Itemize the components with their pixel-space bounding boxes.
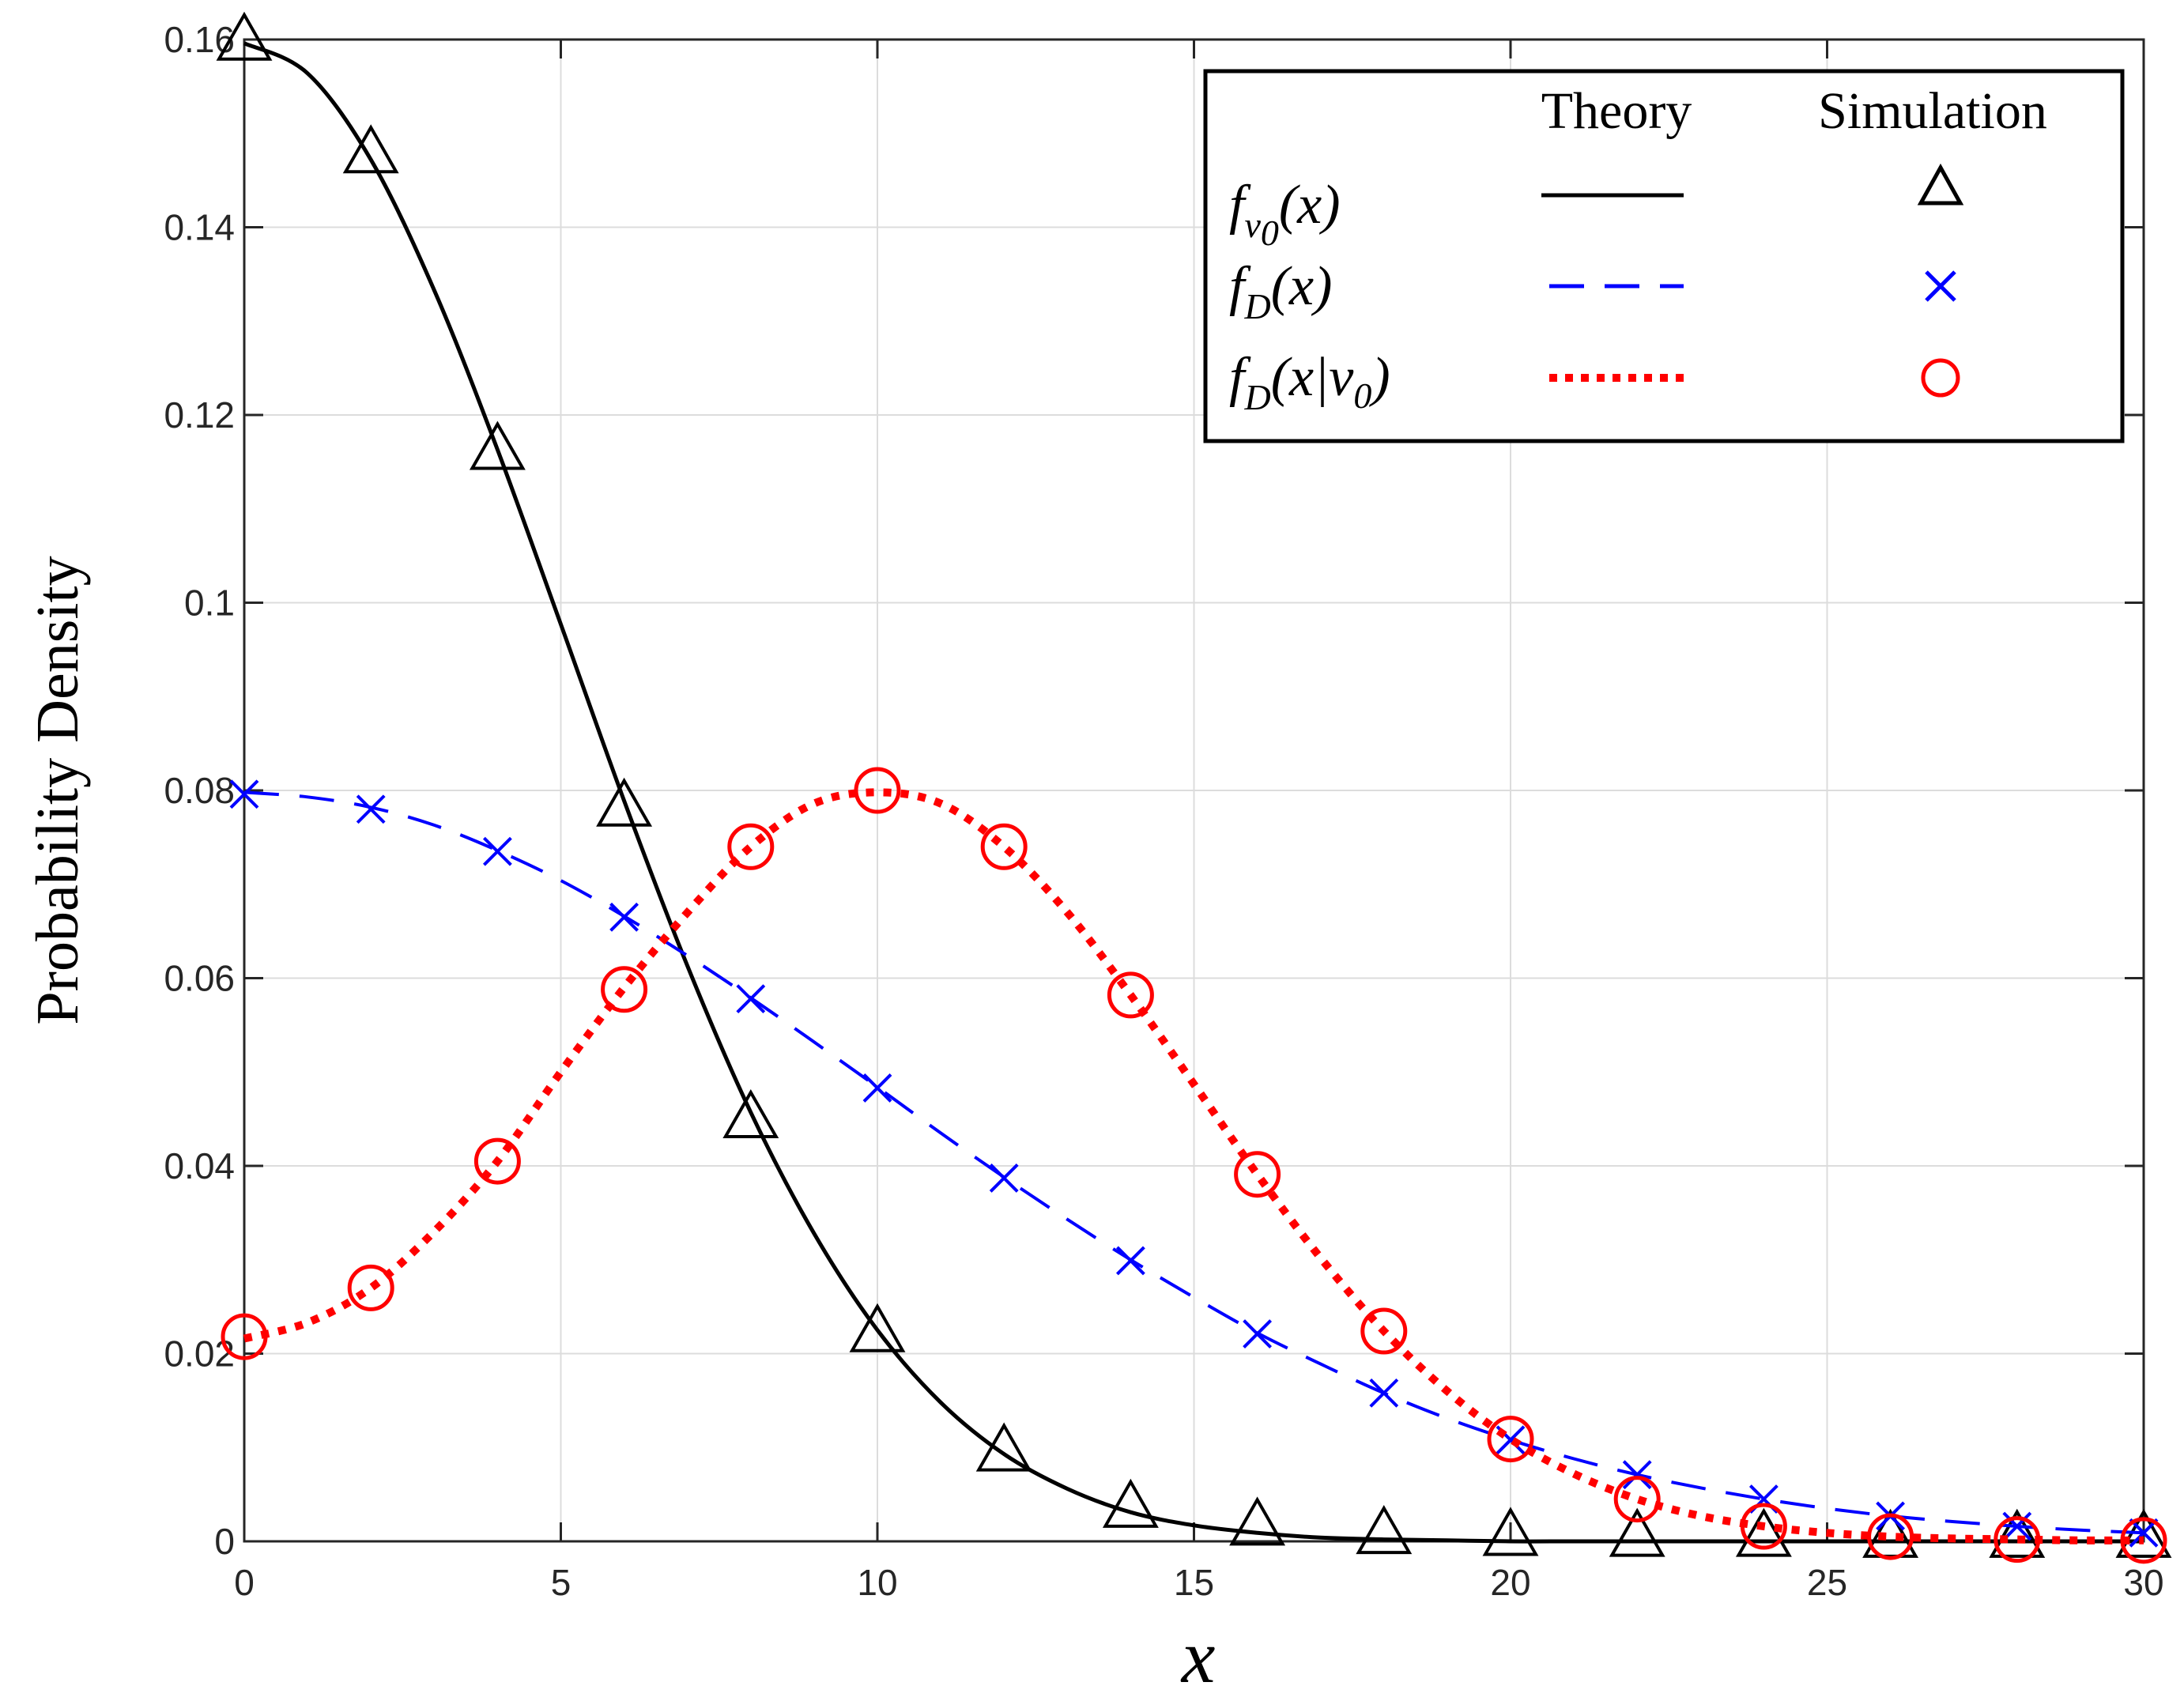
- legend-header-theory: Theory: [1541, 82, 1692, 140]
- sim-marker-triangle: [1102, 1478, 1159, 1528]
- x-axis-title: x: [1180, 1614, 1216, 1699]
- sim-marker-x: [736, 984, 766, 1014]
- sim-marker-x: [2129, 1518, 2159, 1548]
- sim-marker-circle: [1360, 1307, 1408, 1355]
- y-tick-label: 0.08: [164, 770, 235, 811]
- legend-marker-fv0: [1917, 163, 1964, 206]
- sim-marker-circle: [727, 823, 775, 870]
- x-tick-label: 15: [1174, 1562, 1214, 1603]
- y-tick-label: 0.14: [164, 207, 235, 248]
- sim-marker-circle: [601, 966, 648, 1013]
- series-line-0: [243, 41, 2144, 1544]
- legend-header-simulation: Simulation: [1818, 82, 2047, 140]
- y-tick-label: 0.1: [184, 583, 235, 624]
- sim-marker-x: [989, 1164, 1019, 1193]
- sim-marker-circle: [854, 767, 901, 814]
- sim-marker-triangle: [596, 777, 653, 827]
- series-line-1: [243, 790, 2144, 1535]
- sim-marker-circle: [1234, 1151, 1281, 1198]
- y-tick-label: 0: [214, 1521, 235, 1562]
- ticks: 0 5 10 15 20 25 3000.020.040.060.080.10.120.14…: [164, 19, 2163, 1603]
- sim-marker-triangle: [342, 124, 399, 174]
- legend-label-fv0: fv0(x): [1229, 175, 1341, 253]
- series-line-2: [243, 788, 2144, 1544]
- x-tick-label: 30: [2123, 1562, 2163, 1603]
- y-tick-label: 0.16: [164, 19, 235, 60]
- sim-marker-circle: [473, 1137, 521, 1185]
- sim-marker-x: [482, 836, 512, 866]
- sim-marker-circle: [1740, 1503, 1787, 1550]
- sim-marker-triangle: [722, 1088, 779, 1138]
- y-axis-title: Probability Density: [25, 556, 91, 1024]
- sim-marker-triangle: [1356, 1505, 1413, 1555]
- sim-marker-circle: [1994, 1516, 2041, 1563]
- sim-marker-circle: [1867, 1513, 1914, 1560]
- sim-marker-x: [609, 902, 639, 932]
- legend-marker-fd: [1925, 270, 1956, 302]
- sim-marker-x: [356, 794, 386, 824]
- y-tick-label: 0.06: [164, 958, 235, 999]
- sim-marker-triangle: [975, 1422, 1032, 1472]
- legend-label-fdv0: fD(x|v0): [1229, 347, 1390, 417]
- sim-marker-x: [1369, 1378, 1399, 1408]
- sim-marker-triangle: [849, 1303, 906, 1352]
- legend: Theory Simulation fv0(x) fD(x) fD(x|v0): [1203, 69, 2125, 443]
- y-tick-label: 0.12: [164, 394, 235, 436]
- sim-marker-x: [229, 779, 259, 809]
- sim-marker-x: [1243, 1319, 1273, 1348]
- sim-marker-triangle: [1609, 1507, 1665, 1557]
- sim-marker-circle: [221, 1313, 268, 1360]
- sim-marker-circle: [1107, 971, 1154, 1019]
- sim-marker-triangle: [2115, 1508, 2172, 1558]
- sim-marker-triangle: [469, 421, 526, 470]
- sim-marker-triangle: [1482, 1507, 1539, 1556]
- sim-marker-triangle: [1229, 1496, 1286, 1546]
- y-tick-label: 0.04: [164, 1145, 235, 1186]
- sim-marker-circle: [2120, 1517, 2167, 1564]
- series: [216, 11, 2172, 1564]
- x-tick-label: 0: [234, 1562, 255, 1603]
- sim-marker-x: [1622, 1460, 1652, 1490]
- sim-marker-x: [862, 1073, 892, 1103]
- x-tick-label: 25: [1807, 1562, 1847, 1603]
- sim-marker-x: [2002, 1511, 2032, 1541]
- sim-marker-circle: [347, 1264, 394, 1311]
- x-tick-label: 5: [551, 1562, 571, 1603]
- sim-marker-triangle: [1735, 1507, 1792, 1557]
- sim-marker-triangle: [1989, 1508, 2046, 1558]
- sim-marker-triangle: [216, 11, 273, 61]
- sim-marker-circle: [1613, 1476, 1661, 1523]
- x-tick-label: 20: [1490, 1562, 1530, 1603]
- x-tick-label: 10: [857, 1562, 897, 1603]
- sim-marker-circle: [1487, 1416, 1534, 1463]
- sim-marker-circle: [980, 823, 1028, 870]
- legend-marker-fdv0: [1921, 358, 1960, 398]
- sim-marker-x: [1115, 1246, 1145, 1276]
